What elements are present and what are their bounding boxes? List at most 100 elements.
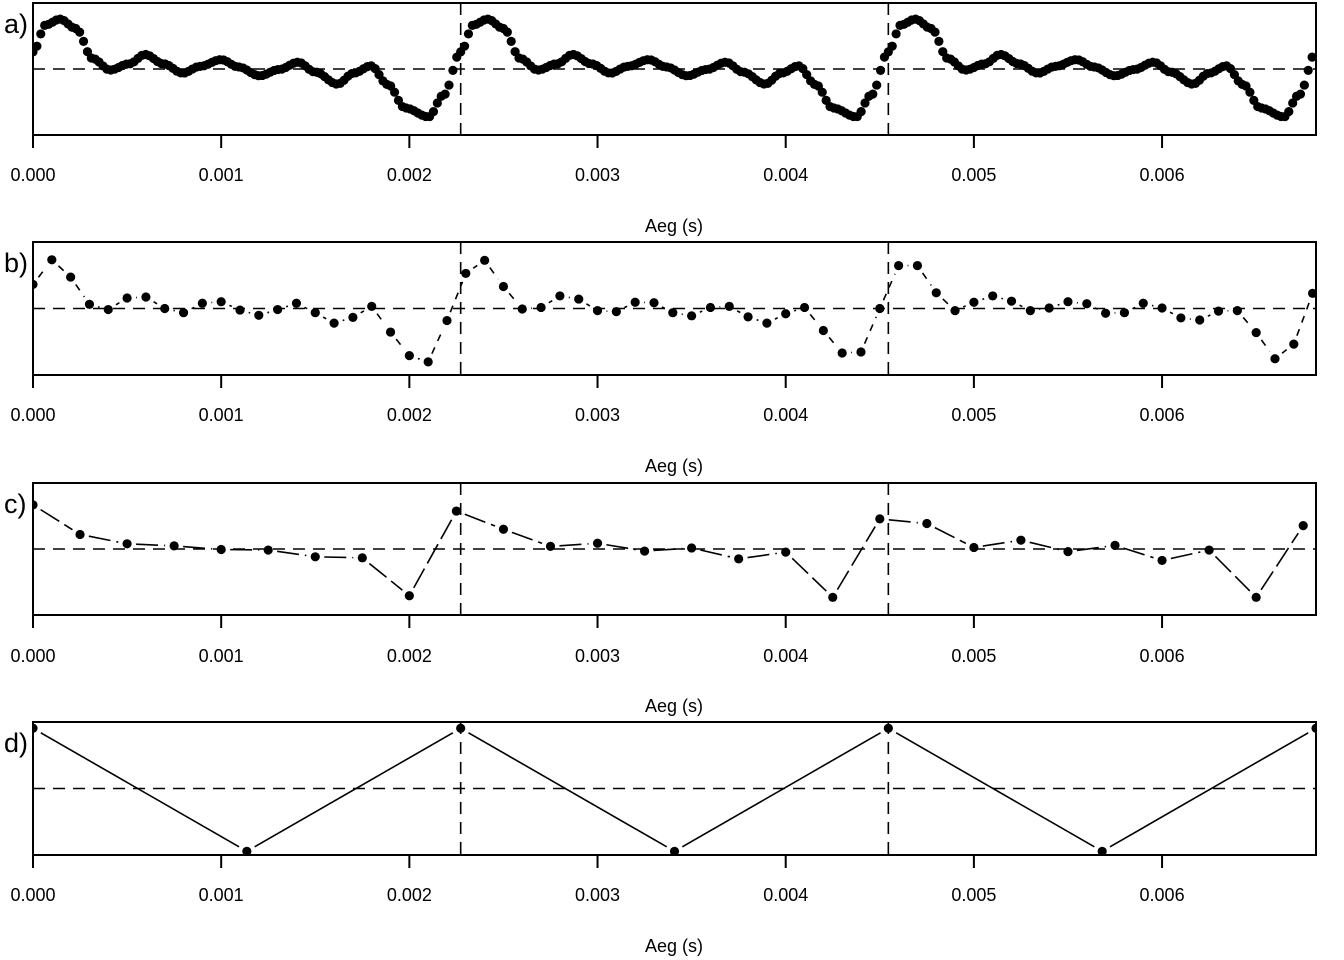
data-point (216, 297, 226, 307)
series-segment (376, 313, 386, 326)
series-segment (254, 732, 454, 848)
data-point (669, 846, 680, 856)
data-point (828, 592, 838, 602)
data-point (1308, 288, 1317, 298)
data-point (459, 41, 470, 51)
data-point (480, 255, 490, 265)
data-point (781, 547, 791, 557)
data-point (103, 304, 113, 315)
panel-d: d) Aeg (s) 0.000 0.001 0.002 0.003 0.004 0.00… (4, 721, 1317, 956)
data-point (1044, 303, 1054, 313)
data-point (1307, 52, 1317, 62)
series-segment (136, 543, 166, 547)
data-point (630, 297, 640, 307)
data-point (310, 552, 320, 562)
series-segment (606, 543, 636, 551)
data-point (705, 302, 716, 313)
data-point (75, 529, 85, 540)
x-tick-label: 0.005 (951, 405, 996, 425)
series-segment (700, 549, 731, 558)
data-point (883, 723, 893, 733)
data-point (242, 846, 252, 856)
data-point (1016, 535, 1026, 545)
data-point (442, 315, 452, 326)
series-segment (1109, 732, 1309, 848)
data-point (724, 301, 734, 312)
data-point (169, 541, 179, 551)
data-point (860, 98, 870, 108)
x-tick-label: 0.006 (1140, 405, 1185, 425)
series-segment (511, 531, 543, 545)
panel-b: b) Aeg (s) 0.000 0.001 0.002 0.003 0.004 0.00… (4, 241, 1317, 476)
data-point (404, 351, 414, 361)
data-point (649, 298, 659, 308)
data-point (33, 500, 38, 510)
x-tick-label: 0.004 (763, 165, 808, 185)
data-point (389, 87, 400, 97)
series-segment (183, 545, 213, 550)
series-segment (40, 508, 73, 531)
data-point (545, 541, 556, 552)
data-point (799, 302, 810, 313)
data-point (781, 309, 791, 319)
data-point (84, 299, 95, 309)
data-point (639, 546, 650, 556)
series-segment (559, 543, 589, 547)
series-segment (1281, 349, 1288, 354)
data-point (498, 281, 509, 292)
series-segment (699, 310, 703, 313)
data-point (141, 292, 151, 302)
data-point (1245, 87, 1255, 97)
data-point (456, 723, 466, 733)
data-point (1025, 305, 1035, 316)
series-segment (895, 732, 1095, 848)
series-segment (449, 281, 464, 313)
data-point (463, 29, 474, 39)
data-point (988, 291, 998, 301)
series-segment (982, 298, 985, 301)
series-segment (1029, 541, 1060, 551)
data-point (837, 348, 847, 358)
data-point (440, 89, 450, 99)
x-tick-label: 0.002 (387, 405, 432, 425)
data-point (931, 288, 941, 298)
series-segment (322, 316, 327, 320)
series-segment (661, 306, 666, 310)
data-point (969, 542, 979, 553)
data-point (875, 65, 886, 75)
data-point (291, 298, 302, 308)
data-point (912, 260, 923, 271)
data-point (47, 255, 57, 265)
series-segment (1169, 311, 1174, 315)
series-segment (324, 556, 354, 559)
series-segment (863, 316, 877, 345)
data-point (1176, 313, 1186, 323)
x-tick-label: 0.001 (199, 405, 244, 425)
data-point (517, 304, 527, 314)
series-segment (115, 302, 120, 306)
panel-b-xlabel: Aeg (s) (645, 456, 703, 476)
data-point (329, 318, 339, 328)
series-segment (653, 547, 683, 552)
x-tick-label: 0.003 (575, 165, 620, 185)
data-point (872, 80, 882, 90)
series-segment (624, 305, 628, 309)
x-tick-label: 0.000 (10, 646, 55, 666)
data-point (687, 543, 697, 553)
data-point (1251, 327, 1261, 338)
data-point (1270, 354, 1280, 364)
series-segment (585, 303, 591, 307)
data-point (687, 311, 697, 321)
data-point (178, 308, 189, 318)
data-point (75, 27, 85, 37)
data-point (592, 538, 603, 548)
data-point (1101, 308, 1111, 318)
data-point (448, 65, 458, 75)
series-segment (368, 562, 403, 591)
series-segment (921, 272, 932, 286)
x-tick-label: 0.003 (575, 885, 620, 905)
series-segment (489, 267, 499, 280)
data-point (922, 518, 932, 529)
series-segment (417, 357, 420, 360)
